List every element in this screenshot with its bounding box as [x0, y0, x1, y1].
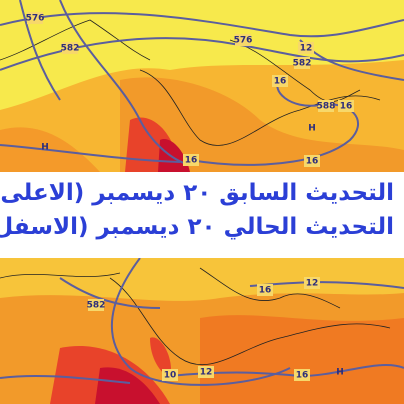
contour-label: 16	[274, 77, 287, 87]
contour-label: H	[308, 124, 316, 134]
contour-label: 12	[306, 279, 319, 289]
caption-previous: التحديث السابق ٢٠ ديسمبر (الاعلى)	[0, 180, 394, 206]
label-box	[338, 100, 354, 112]
contour-label: 16	[340, 102, 353, 112]
label-box	[304, 155, 320, 167]
contour-label: 16	[259, 286, 272, 296]
label-box	[198, 366, 214, 378]
contour-label: 12	[200, 368, 213, 378]
contour-label: H	[41, 143, 49, 153]
label-box	[235, 34, 251, 46]
contour-label: 12	[300, 44, 313, 54]
contour-label: 16	[185, 156, 198, 166]
caption-current: التحديث الحالي ٢٠ ديسمبر (الاسفل)	[0, 214, 394, 240]
label-box	[304, 277, 320, 289]
contour-label: 582	[293, 59, 312, 69]
label-box	[294, 369, 310, 381]
label-box	[318, 100, 334, 112]
contour-label: 576	[234, 36, 253, 46]
label-box	[272, 75, 288, 87]
contour-label: 16	[306, 157, 319, 167]
bottom-map: 582 16 12 10 12 16 H	[0, 258, 404, 404]
label-box	[183, 154, 199, 166]
contour-label: 10	[164, 371, 177, 381]
label-box	[27, 12, 43, 24]
label-box	[162, 369, 178, 381]
contour-label: 576	[26, 14, 45, 24]
label-box	[88, 299, 104, 311]
top-map: 576 582 576 12 582 16 588 16 H H 16 16	[0, 0, 404, 172]
label-box	[294, 57, 310, 69]
label-box	[298, 42, 314, 54]
contour-label: 16	[296, 371, 309, 381]
contour-label: 588	[317, 102, 336, 112]
label-box	[257, 284, 273, 296]
contour-label: H	[336, 368, 344, 378]
contour-label: 582	[61, 44, 80, 54]
label-box	[62, 42, 78, 54]
contour-label: 582	[87, 301, 106, 311]
